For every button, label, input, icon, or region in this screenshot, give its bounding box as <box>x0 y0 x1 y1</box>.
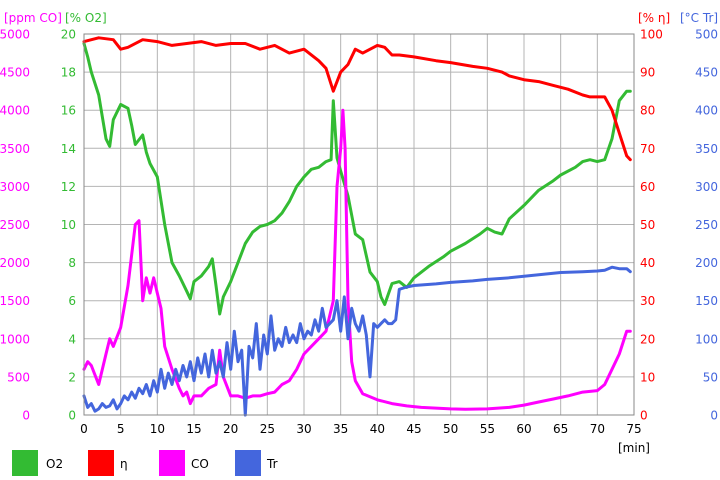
tick-label-o2: 4 <box>68 332 76 346</box>
legend-label-o2: O2 <box>46 457 64 471</box>
tick-label-o2: 10 <box>61 218 76 232</box>
tick-label-o2: 20 <box>61 28 76 42</box>
x-tick-label: 65 <box>553 422 568 436</box>
series-line-0 <box>82 42 632 316</box>
legend-swatch-tr <box>235 450 261 476</box>
tick-label-eta: 30 <box>640 294 655 308</box>
series-line-3 <box>82 265 632 417</box>
tick-label-tr: 300 <box>695 180 718 194</box>
tick-label-eta: 10 <box>640 370 655 384</box>
x-tick-label: 75 <box>626 422 641 436</box>
legend-swatch-eta <box>88 450 114 476</box>
x-tick-label: 10 <box>150 422 165 436</box>
legend-label-co: CO <box>191 457 209 471</box>
tick-label-o2: 8 <box>68 256 76 270</box>
axis-title-co: [ppm CO] <box>4 11 62 25</box>
legend-swatch-co <box>159 450 185 476</box>
x-tick-label: 60 <box>516 422 531 436</box>
series-line-1 <box>82 36 632 162</box>
tick-label-co: 2500 <box>0 218 30 232</box>
plot-frame <box>83 33 635 416</box>
x-tick-label: 70 <box>590 422 605 436</box>
axis-title-eta: [% η] <box>638 11 670 25</box>
tick-label-eta: 0 <box>640 409 648 423</box>
tick-label-o2: 6 <box>68 294 76 308</box>
tick-label-o2: 12 <box>61 180 76 194</box>
x-tick-label: 25 <box>260 422 275 436</box>
tick-label-tr: 350 <box>695 142 718 156</box>
tick-label-tr: 500 <box>695 28 718 42</box>
tick-label-eta: 80 <box>640 104 655 118</box>
x-tick-label: 45 <box>406 422 421 436</box>
legend-swatch-o2 <box>12 450 38 476</box>
tick-label-tr: 250 <box>695 218 718 232</box>
tick-label-tr: 450 <box>695 66 718 80</box>
tick-label-tr: 200 <box>695 256 718 270</box>
x-tick-label: 35 <box>333 422 348 436</box>
tick-label-co: 0 <box>22 409 30 423</box>
x-tick-label: 55 <box>480 422 495 436</box>
axis-labels: 0 5 10 15 20 25 30 35 40 45 50 55 60 65 70 75[min]05001… <box>0 11 718 455</box>
legend-label-eta: η <box>120 457 128 471</box>
tick-label-co: 2000 <box>0 256 30 270</box>
x-tick-label: 0 <box>80 422 88 436</box>
grid <box>83 33 635 416</box>
tick-label-eta: 60 <box>640 180 655 194</box>
tick-label-co: 1000 <box>0 332 30 346</box>
tick-label-tr: 0 <box>710 409 718 423</box>
tick-label-co: 3500 <box>0 142 30 156</box>
tick-label-co: 4500 <box>0 66 30 80</box>
tick-label-co: 4000 <box>0 104 30 118</box>
tick-label-co: 5000 <box>0 28 30 42</box>
series-line-2 <box>82 108 632 411</box>
tick-label-o2: 2 <box>68 370 76 384</box>
legend-label-tr: Tr <box>267 457 278 471</box>
series-lines <box>82 36 632 417</box>
x-tick-label: 20 <box>223 422 238 436</box>
x-tick-label: 40 <box>370 422 385 436</box>
tick-label-o2: 0 <box>68 409 76 423</box>
tick-label-o2: 18 <box>61 66 76 80</box>
tick-label-co: 1500 <box>0 294 30 308</box>
tick-label-tr: 50 <box>703 370 718 384</box>
tick-label-o2: 14 <box>61 142 76 156</box>
x-tick-label: 30 <box>296 422 311 436</box>
axis-title-tr: [°C Tr] <box>680 11 718 25</box>
tick-label-eta: 50 <box>640 218 655 232</box>
tick-label-eta: 90 <box>640 66 655 80</box>
tick-label-tr: 100 <box>695 332 718 346</box>
x-axis-unit: [min] <box>618 441 650 455</box>
tick-label-co: 500 <box>7 370 30 384</box>
tick-label-eta: 20 <box>640 332 655 346</box>
x-tick-label: 5 <box>117 422 125 436</box>
tick-label-o2: 16 <box>61 104 76 118</box>
tick-label-eta: 70 <box>640 142 655 156</box>
tick-label-tr: 150 <box>695 294 718 308</box>
tick-label-co: 3000 <box>0 180 30 194</box>
tick-label-eta: 100 <box>640 28 663 42</box>
x-tick-label: 50 <box>443 422 458 436</box>
x-tick-label: 15 <box>186 422 201 436</box>
tick-label-tr: 400 <box>695 104 718 118</box>
tick-label-eta: 40 <box>640 256 655 270</box>
axis-title-o2: [% O2] <box>65 11 107 25</box>
